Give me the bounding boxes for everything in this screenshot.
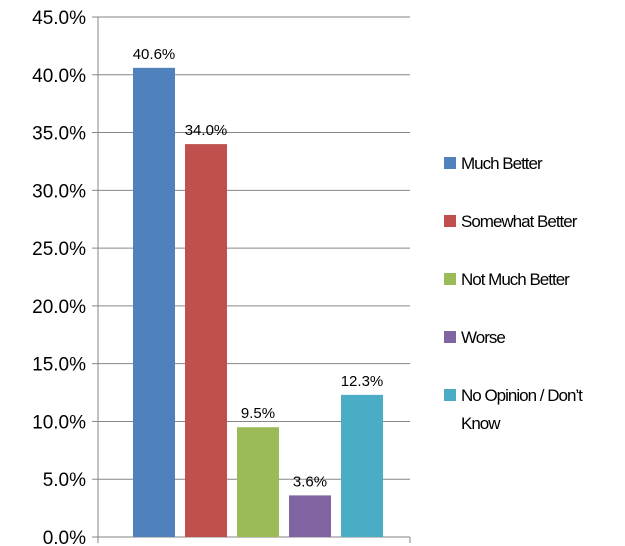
data-labels: 40.6% 34.0% 9.5% 3.6% 12.3% [133,46,384,491]
y-tick-label: 10.0% [32,412,86,433]
bar [341,394,383,537]
y-tick-label: 5.0% [43,470,86,491]
y-tick-label: 40.0% [32,66,86,87]
bar [133,67,175,537]
bars [133,67,383,537]
data-label: 34.0% [185,122,228,139]
data-label: 3.6% [293,473,327,490]
legend-swatch [444,157,456,169]
y-tick-label: 45.0% [32,8,86,29]
legend: Much Better Somewhat Better Not Much Bette… [444,154,584,433]
legend-swatch [444,273,456,285]
bar [237,427,279,537]
data-label: 40.6% [133,46,176,63]
data-label: 9.5% [241,405,275,422]
y-tick-label: 0.0% [43,528,86,546]
legend-label: No Opinion / Don’t [461,386,583,405]
y-tick-label: 35.0% [32,124,86,145]
y-axis: 0.0% 5.0% 10.0% 15.0% 20.0% 25.0% 30.0% 35.0% 40… [32,8,411,546]
data-label: 12.3% [341,373,384,390]
bar [289,495,331,537]
legend-swatch [444,389,456,401]
legend-label: Know [461,414,501,433]
y-tick-label: 20.0% [32,297,86,318]
legend-label: Worse [461,328,505,347]
legend-swatch [444,331,456,343]
legend-label: Somewhat Better [461,212,578,231]
legend-swatch [444,215,456,227]
y-tick-label: 25.0% [32,239,86,260]
y-tick-label: 15.0% [32,355,86,376]
y-tick-label: 30.0% [32,181,86,202]
legend-label: Not Much Better [461,270,570,289]
bar [185,144,227,537]
legend-label: Much Better [461,154,543,173]
